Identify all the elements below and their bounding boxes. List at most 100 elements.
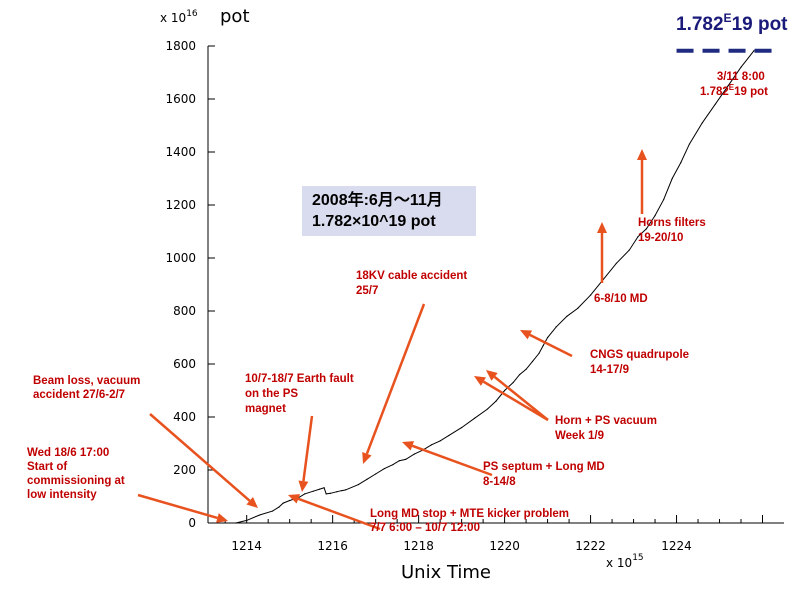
total-pot-label: 1.782E19 pot <box>676 11 788 35</box>
y-tick-label: 800 <box>173 304 196 318</box>
x-tick-label: 1222 <box>575 539 606 553</box>
arrow-horn-vacuum-1 <box>474 376 549 422</box>
annotation-septum: PS septum + Long MD 8-14/8 <box>483 461 608 488</box>
data-point <box>258 514 261 516</box>
data-point <box>566 315 568 317</box>
data-point <box>531 360 534 362</box>
data-point <box>473 417 476 419</box>
y-multiplier: x 1016 <box>160 9 198 25</box>
x-tick-label: 1214 <box>231 539 262 553</box>
data-point <box>546 336 549 339</box>
x-multiplier: x 1015 <box>606 553 644 570</box>
data-point <box>392 464 394 466</box>
arrow-long-md <box>288 494 381 531</box>
annotation-cable: 18KV cable accident 25/7 <box>356 270 470 297</box>
data-point <box>289 499 291 502</box>
x-axis-title: Unix Time <box>401 562 491 583</box>
arrow-septum <box>402 441 493 477</box>
arrow-horn-filters <box>637 149 647 214</box>
data-point <box>405 458 407 460</box>
annotation-beam-loss: Beam loss, vacuum accident 27/6-2/7 <box>33 375 144 401</box>
data-point <box>680 162 682 164</box>
data-point <box>235 522 237 524</box>
x-tick-label: 1220 <box>489 539 520 553</box>
y-ticks: 0 200 400 600 800 1000 1200 1400 1600 1800 <box>165 39 215 530</box>
y-tick-label: 1800 <box>165 39 196 53</box>
summary-box <box>302 186 476 236</box>
data-point <box>439 440 441 442</box>
data-point <box>688 143 691 145</box>
data-point <box>589 294 592 296</box>
x-ticks: 1214 1216 1218 1220 1222 1224 <box>224 515 764 553</box>
annotation-start: Wed 18/6 17:00 Start of commissioning at… <box>27 447 128 501</box>
annotation-earth-fault: 10/7-18/7 Earth fault on the PS magnet <box>245 373 357 415</box>
data-point <box>375 473 377 475</box>
data-point <box>577 307 579 309</box>
data-point <box>615 262 617 264</box>
y-tick-label: 1000 <box>165 251 196 265</box>
data-point <box>448 434 450 437</box>
data-point <box>701 122 703 124</box>
data-point <box>271 510 274 512</box>
data-point <box>486 408 489 410</box>
y-tick-label: 0 <box>188 516 196 530</box>
data-point <box>336 491 338 493</box>
data-point <box>753 50 755 52</box>
arrow-beam-loss <box>149 413 258 508</box>
data-point <box>357 483 360 486</box>
data-point <box>304 493 306 495</box>
y-tick-label: 200 <box>173 463 196 477</box>
data-point <box>282 502 284 504</box>
data-point <box>628 249 630 251</box>
data-point <box>430 444 433 446</box>
data-point <box>538 352 540 354</box>
data-point <box>312 490 314 492</box>
data-point <box>340 490 342 492</box>
annotation-final: 3/11 8:00 1.782E19 pot <box>700 71 768 98</box>
annotation-arrows <box>137 149 647 531</box>
data-point <box>654 215 656 217</box>
annotation-horn-vacuum: Horn + PS vacuum Week 1/9 <box>555 415 660 442</box>
data-point <box>512 381 514 384</box>
series-group <box>235 48 776 524</box>
arrow-cable <box>362 303 426 464</box>
y-tick-label: 400 <box>173 410 196 424</box>
data-point <box>637 236 639 238</box>
data-point <box>413 453 415 455</box>
data-point <box>645 228 648 230</box>
annotation-md: 6-8/10 MD <box>594 293 648 305</box>
summary-period: 2008年:6月〜11月 <box>312 190 443 209</box>
data-point <box>246 519 248 521</box>
data-point <box>714 103 716 105</box>
data-point <box>503 389 506 392</box>
series-integrated-pot <box>235 50 755 524</box>
data-point <box>383 468 385 470</box>
annotation-horn-filters: Horns filters 19-20/10 <box>638 217 709 244</box>
x-tick-label: 1216 <box>317 539 348 553</box>
y-tick-label: 1200 <box>165 198 196 212</box>
data-point <box>325 493 327 495</box>
data-point <box>398 460 400 462</box>
y-tick-label: 1400 <box>165 145 196 159</box>
data-point <box>671 177 673 180</box>
data-point <box>329 492 332 494</box>
y-unit-label: pot <box>220 6 250 27</box>
x-tick-label: 1224 <box>661 539 692 553</box>
data-point <box>323 487 325 489</box>
data-point <box>278 506 280 508</box>
data-point <box>663 199 665 201</box>
y-tick-label: 1600 <box>165 92 196 106</box>
summary-total: 1.782×10^19 pot <box>312 213 436 230</box>
data-point <box>519 374 521 376</box>
arrow-earth-fault <box>298 415 314 492</box>
arrow-md <box>597 222 607 283</box>
arrow-horn-vacuum-2 <box>486 370 549 421</box>
data-point <box>319 488 321 490</box>
data-point <box>542 344 544 347</box>
arrow-start <box>137 493 228 523</box>
annotation-long-md: Long MD stop + MTE kicker problem 7/7 6:… <box>370 508 572 534</box>
data-point <box>366 478 368 480</box>
data-point <box>495 400 497 402</box>
data-point <box>461 427 463 429</box>
data-point <box>555 326 557 328</box>
